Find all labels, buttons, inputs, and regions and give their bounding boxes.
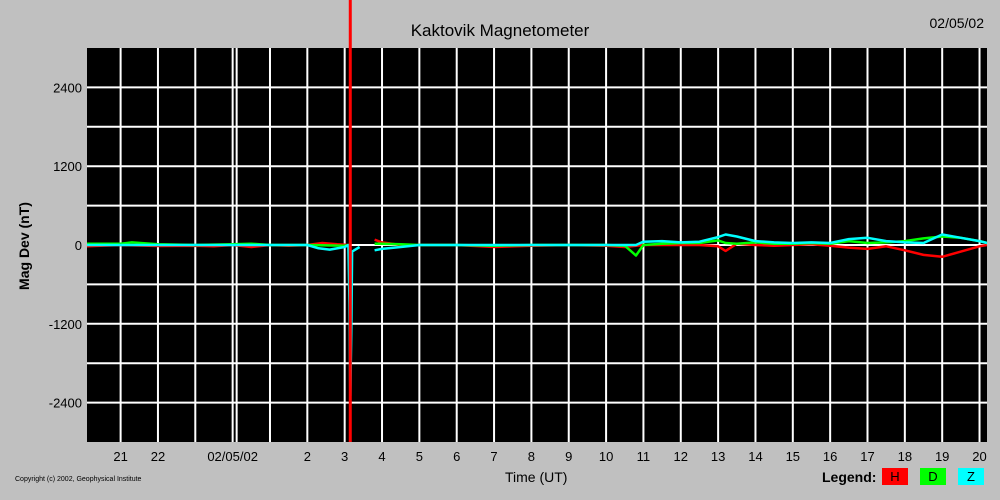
x-tick-label: 12 <box>674 449 688 464</box>
x-tick-label: 21 <box>113 449 127 464</box>
x-tick-label: 20 <box>972 449 986 464</box>
y-tick-label: 0 <box>75 238 82 253</box>
x-tick-label: 16 <box>823 449 837 464</box>
chart-date: 02/05/02 <box>929 15 985 31</box>
y-tick-label: 1200 <box>53 159 82 174</box>
x-tick-label: 17 <box>860 449 874 464</box>
legend-d: D <box>920 468 946 485</box>
x-axis-label: Time (UT) <box>505 469 568 485</box>
x-tick-label: 3 <box>341 449 348 464</box>
x-tick-label: 9 <box>565 449 572 464</box>
x-tick-label: 4 <box>378 449 385 464</box>
legend-h: H <box>882 468 908 485</box>
x-tick-label: 15 <box>786 449 800 464</box>
y-tick-label: -1200 <box>49 317 82 332</box>
x-tick-label: 14 <box>748 449 762 464</box>
legend-label: Legend: <box>822 469 877 485</box>
x-tick-label: 2 <box>304 449 311 464</box>
x-tick-label: 13 <box>711 449 725 464</box>
x-tick-label: 11 <box>637 449 651 464</box>
x-tick-label: 6 <box>453 449 460 464</box>
chart-title: Kaktovik Magnetometer <box>410 21 590 40</box>
x-tick-label: 19 <box>935 449 949 464</box>
legend-z: Z <box>958 468 984 485</box>
x-tick-label: 7 <box>490 449 497 464</box>
x-tick-label: 10 <box>599 449 613 464</box>
x-tick-label: 8 <box>528 449 535 464</box>
x-tick-label: 22 <box>151 449 165 464</box>
y-axis-label: Mag Dev (nT) <box>16 202 32 290</box>
x-tick-label: 02/05/02 <box>207 449 258 464</box>
x-tick-label: 5 <box>416 449 423 464</box>
y-tick-label: -2400 <box>49 396 82 411</box>
y-tick-label: 2400 <box>53 80 82 95</box>
x-tick-label: 18 <box>898 449 912 464</box>
copyright-text: Copyright (c) 2002, Geophysical Institut… <box>15 476 142 483</box>
